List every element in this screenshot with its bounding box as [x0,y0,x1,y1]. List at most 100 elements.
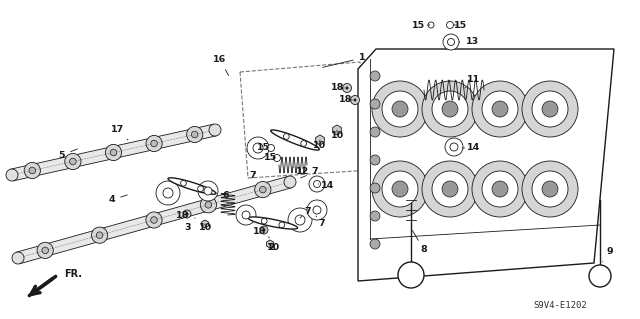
Text: 12: 12 [293,167,310,176]
Circle shape [382,91,418,127]
Polygon shape [202,220,209,228]
Circle shape [522,81,578,137]
Text: 10: 10 [330,130,344,139]
Circle shape [259,186,266,193]
Text: 8: 8 [412,230,428,255]
Circle shape [309,176,325,192]
Circle shape [12,252,24,264]
Circle shape [29,167,36,174]
Circle shape [261,218,267,224]
Text: 7: 7 [300,206,311,218]
Circle shape [198,181,218,201]
Polygon shape [248,217,298,229]
Circle shape [372,161,428,217]
Circle shape [370,71,380,81]
Circle shape [273,154,280,161]
Circle shape [163,188,173,198]
Polygon shape [168,178,216,194]
Polygon shape [266,240,273,248]
Circle shape [295,215,305,225]
Circle shape [110,149,117,156]
Circle shape [200,197,216,213]
Circle shape [443,34,459,50]
Circle shape [432,91,468,127]
Circle shape [307,200,327,220]
Circle shape [482,91,518,127]
Circle shape [370,127,380,137]
Circle shape [482,171,518,207]
Circle shape [70,158,76,165]
Text: FR.: FR. [64,270,82,279]
Circle shape [442,101,458,117]
Text: 10: 10 [266,243,280,253]
Text: 6: 6 [223,190,229,204]
Circle shape [6,169,18,181]
Text: 15: 15 [453,20,467,29]
Text: 18: 18 [176,211,189,219]
Text: 14: 14 [462,144,481,152]
Polygon shape [316,135,324,145]
Circle shape [96,232,103,239]
Circle shape [372,81,428,137]
Text: 3: 3 [185,218,195,233]
Text: 7: 7 [316,216,325,228]
Circle shape [354,99,356,101]
Circle shape [532,91,568,127]
Text: 11: 11 [465,76,481,88]
Text: 10: 10 [312,140,326,150]
Circle shape [268,145,275,152]
Text: 1: 1 [323,54,365,67]
Text: 15: 15 [412,20,430,29]
Circle shape [236,205,256,225]
Circle shape [183,210,191,218]
Text: S9V4-E1202: S9V4-E1202 [533,300,587,309]
Circle shape [24,162,40,179]
Circle shape [370,99,380,109]
Circle shape [492,101,508,117]
Circle shape [314,181,321,188]
Circle shape [198,186,204,192]
Circle shape [37,242,53,258]
Circle shape [288,208,312,232]
Circle shape [392,181,408,197]
Circle shape [247,137,269,159]
Circle shape [542,101,558,117]
Circle shape [346,87,348,89]
Circle shape [204,187,212,195]
Circle shape [398,262,424,288]
Circle shape [382,171,418,207]
Circle shape [542,181,558,197]
Circle shape [313,206,321,214]
Circle shape [242,211,250,219]
Polygon shape [11,124,216,181]
Text: 18: 18 [332,84,345,93]
Text: 15: 15 [257,144,269,152]
Polygon shape [240,62,370,178]
Text: 13: 13 [459,38,479,47]
Circle shape [284,134,289,139]
Circle shape [445,138,463,156]
Circle shape [370,155,380,165]
Circle shape [589,265,611,287]
Circle shape [472,81,528,137]
Circle shape [472,161,528,217]
Text: 15: 15 [264,153,276,162]
Text: 16: 16 [213,56,228,76]
Circle shape [428,22,434,28]
Circle shape [146,135,162,152]
Polygon shape [17,176,292,264]
Circle shape [205,202,212,208]
Circle shape [65,153,81,170]
Circle shape [260,226,268,234]
Circle shape [392,101,408,117]
Circle shape [492,181,508,197]
Polygon shape [271,130,319,150]
Circle shape [42,247,49,254]
Circle shape [422,81,478,137]
Circle shape [422,161,478,217]
Text: 14: 14 [318,181,335,189]
Text: 18: 18 [339,95,353,105]
Polygon shape [358,49,614,281]
Circle shape [92,227,108,243]
Circle shape [370,239,380,249]
